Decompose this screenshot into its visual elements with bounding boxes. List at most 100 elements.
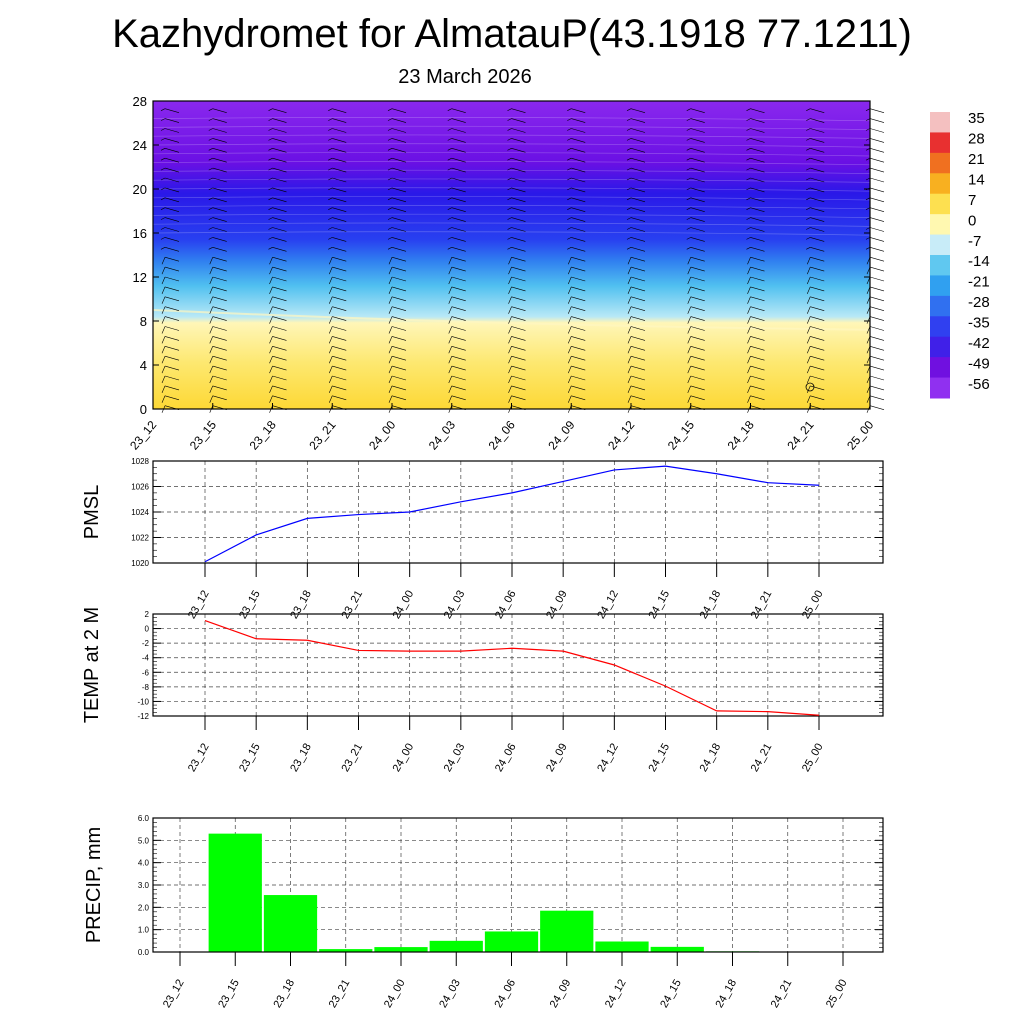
barb-flag: [164, 375, 180, 381]
contour-line: [152, 213, 871, 218]
barb-flag: [511, 266, 526, 272]
barb-shaft: [209, 365, 214, 374]
barb-shaft: [208, 217, 213, 220]
wind-barb: [161, 395, 180, 403]
wind-barb: [387, 148, 407, 153]
wind-barb: [746, 197, 765, 203]
wind-barb: [209, 355, 227, 364]
barb-shaft: [627, 346, 632, 354]
barb-flag: [690, 148, 705, 153]
wind-barb: [626, 148, 646, 153]
barb-shaft: [567, 247, 572, 250]
barb-shaft: [687, 286, 692, 295]
barb-flag: [332, 355, 347, 361]
barb-flag: [750, 187, 765, 193]
barb-flag: [630, 138, 646, 143]
barb-shaft: [747, 346, 751, 354]
barb-flag: [750, 365, 765, 371]
wind-barb: [268, 247, 287, 252]
barb-flag: [272, 207, 287, 212]
barb-flag: [690, 375, 705, 381]
wind-barb: [627, 306, 646, 314]
barb-flag: [869, 207, 885, 212]
barb-shaft: [806, 237, 811, 240]
barb-shaft: [161, 346, 166, 354]
barb-flag: [810, 296, 825, 302]
barb-flag: [630, 247, 646, 252]
barb-flag: [690, 177, 705, 183]
barb-flag: [571, 266, 586, 272]
barb-shaft: [806, 247, 811, 250]
barb-flag: [750, 266, 765, 272]
barb-flag: [164, 187, 180, 193]
barb-shaft: [388, 385, 393, 394]
barb-flag: [391, 375, 407, 381]
barb-shaft: [161, 306, 166, 314]
wind-barb: [687, 306, 705, 314]
barb-shaft: [448, 296, 453, 304]
x-tick-label: 24_21: [784, 418, 816, 453]
wind-barb: [806, 237, 825, 242]
x-tick-label: 24_18: [698, 589, 724, 621]
wind-barb: [161, 355, 180, 364]
wind-barb: [388, 365, 407, 374]
wind-barb: [508, 355, 526, 364]
wind-barb: [387, 217, 407, 222]
wind-barb: [269, 276, 287, 285]
y-tick-label: 4: [140, 358, 147, 373]
barb-shaft: [626, 247, 632, 250]
colorbar-swatch: [930, 152, 950, 174]
barb-flag: [630, 187, 646, 193]
barb-shaft: [746, 247, 751, 250]
barb-shaft: [328, 336, 333, 344]
barb-flag: [571, 256, 586, 262]
barb-shaft: [865, 227, 871, 230]
y-tick-label: 4.0: [138, 859, 150, 868]
wind-barb: [567, 148, 586, 153]
wind-barb: [626, 187, 646, 193]
barb-shaft: [806, 128, 811, 131]
barb-flag: [511, 306, 526, 311]
y-tick-label: 6.0: [138, 814, 150, 823]
barb-shaft: [160, 187, 166, 191]
barb-flag: [630, 128, 646, 133]
x-tick-label: 23_15: [216, 978, 242, 1010]
x-tick-label: 25_00: [844, 418, 876, 453]
barb-flag: [750, 128, 765, 133]
wind-barb: [865, 148, 885, 153]
barb-shaft: [686, 187, 691, 191]
barb-flag: [164, 227, 180, 232]
barb-shaft: [160, 167, 166, 171]
y-tick-label: 1028: [131, 457, 149, 466]
barb-shaft: [448, 356, 453, 364]
y-tick-label: -4: [142, 654, 150, 663]
wind-barb: [507, 237, 526, 242]
barb-flag: [690, 296, 705, 302]
barb-shaft: [508, 286, 512, 295]
barb-shaft: [269, 326, 273, 334]
wind-barb: [209, 316, 227, 324]
barb-flag: [451, 197, 466, 203]
barb-shaft: [746, 217, 751, 220]
barb-shaft: [388, 356, 393, 364]
barb-flag: [511, 385, 526, 391]
barb-flag: [332, 148, 347, 153]
barb-shaft: [508, 257, 512, 265]
wind-barb: [686, 177, 705, 183]
wind-barb: [268, 118, 287, 123]
wind-barb: [626, 247, 646, 252]
wind-barb: [626, 138, 646, 143]
barb-flag: [690, 306, 705, 311]
plot-frame: [152, 460, 884, 564]
y-tick-label: 20: [133, 182, 147, 197]
barb-flag: [511, 177, 526, 183]
barb-flag: [690, 385, 705, 391]
barb-flag: [164, 207, 180, 212]
wind-barb: [447, 167, 466, 173]
wind-barb: [269, 355, 287, 364]
barb-shaft: [567, 167, 572, 171]
barb-flag: [451, 375, 466, 381]
barb-shaft: [687, 395, 692, 403]
barb-flag: [690, 207, 705, 212]
barb-flag: [212, 365, 227, 371]
